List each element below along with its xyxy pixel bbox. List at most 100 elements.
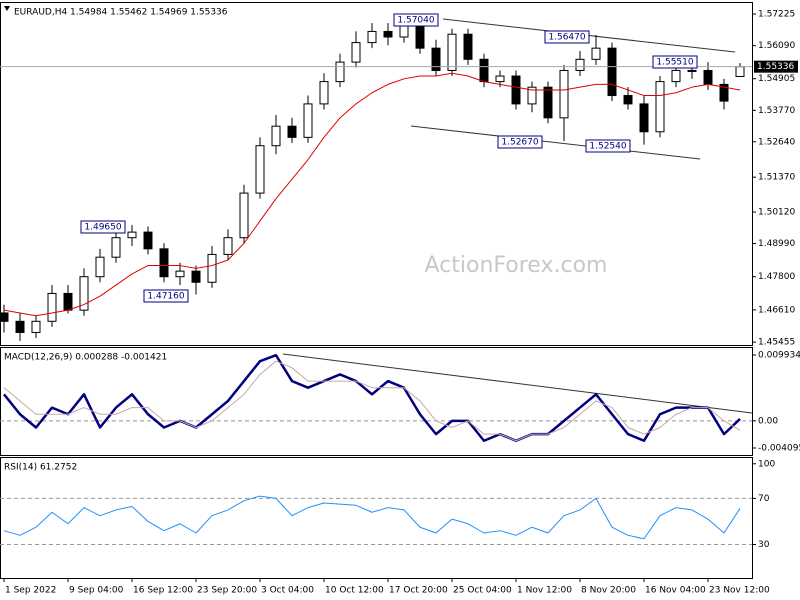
annotation: 1.47160 xyxy=(147,292,184,302)
y-tick-label: 1.45455 xyxy=(758,338,795,348)
candle-body xyxy=(31,320,41,333)
y-tick-label: -0.004095 xyxy=(758,444,800,454)
candle-body xyxy=(175,270,185,278)
x-tick-label: 17 Oct 20:00 xyxy=(389,586,448,596)
candle-body xyxy=(159,248,169,278)
candle-body xyxy=(399,25,409,38)
y-tick-label: 1.50120 xyxy=(758,208,795,218)
annotation-box xyxy=(652,55,698,69)
series-line xyxy=(3,72,741,317)
candle-body xyxy=(511,75,521,105)
candle-body xyxy=(287,125,297,138)
candle-body xyxy=(639,103,649,133)
annotation: 1.49650 xyxy=(84,223,121,233)
y-tick-label: 0.009934 xyxy=(758,351,800,361)
annotation: 1.57040 xyxy=(397,16,434,26)
x-tick-label: 10 Oct 12:00 xyxy=(325,586,384,596)
y-tick-label: 1.54905 xyxy=(758,74,795,84)
candle-body xyxy=(351,42,361,63)
x-tick-label: 1 Nov 12:00 xyxy=(517,586,572,596)
candle-body xyxy=(143,231,153,250)
candle-body xyxy=(303,103,313,138)
annotation-box xyxy=(393,13,439,27)
candle-body xyxy=(79,276,89,311)
annotation-box xyxy=(143,289,189,303)
y-tick-label: 30 xyxy=(758,540,770,550)
candle-body xyxy=(447,33,457,71)
candle-body xyxy=(47,292,57,322)
y-tick-label: 0.00 xyxy=(758,416,778,426)
y-tick-label: 1.52640 xyxy=(758,137,795,147)
candle-body xyxy=(559,69,569,119)
candle-body xyxy=(655,81,665,133)
candle-body xyxy=(591,47,601,60)
annotation-box xyxy=(585,139,631,153)
candle-body xyxy=(527,86,537,105)
y-tick-label: 100 xyxy=(758,459,775,469)
candle-body xyxy=(367,30,377,44)
collapse-icon xyxy=(4,6,10,11)
trend-line xyxy=(410,125,701,160)
trend-line xyxy=(282,353,753,414)
y-tick-label: 1.56090 xyxy=(758,41,795,51)
y-tick-label: 70 xyxy=(758,494,770,504)
annotation-box xyxy=(497,135,543,149)
x-tick-label: 8 Nov 20:00 xyxy=(581,586,636,596)
candle-body xyxy=(207,253,217,283)
candle-body xyxy=(111,237,121,258)
candle-body xyxy=(271,125,281,147)
y-tick-label: 1.53770 xyxy=(758,106,795,116)
series-line xyxy=(3,360,741,442)
y-tick-label: 1.46610 xyxy=(758,305,795,315)
x-tick-label: 23 Nov 12:00 xyxy=(709,586,770,596)
panel-frame xyxy=(0,2,753,346)
candle-body xyxy=(735,66,745,77)
candle-body xyxy=(543,86,553,119)
candle-body xyxy=(431,47,441,71)
candle-body xyxy=(719,83,729,102)
candle-body xyxy=(223,237,233,255)
candle-body xyxy=(479,58,489,83)
annotation-box xyxy=(544,30,590,44)
candle-body xyxy=(95,256,105,278)
candle-body xyxy=(383,30,393,38)
candle-body xyxy=(319,81,329,105)
candle-body xyxy=(335,61,345,83)
candle-body xyxy=(239,192,249,239)
annotation: 1.52670 xyxy=(501,138,538,148)
x-tick-label: 16 Nov 04:00 xyxy=(645,586,706,596)
candle-body xyxy=(127,231,137,239)
price-box xyxy=(754,60,798,73)
candle-body xyxy=(607,47,617,97)
series-line xyxy=(3,495,741,540)
candle-body xyxy=(575,58,585,71)
candle-body xyxy=(191,270,201,283)
y-tick-label: 1.47800 xyxy=(758,272,795,282)
price-label: 1.55336 xyxy=(757,62,794,72)
panel-title: EURAUD,H4 1.54984 1.55462 1.54969 1.5533… xyxy=(14,8,228,18)
candle-body xyxy=(495,75,505,83)
x-tick-label: 1 Sep 2022 xyxy=(5,586,56,596)
x-tick-label: 16 Sep 12:00 xyxy=(133,586,193,596)
candle-body xyxy=(671,69,681,83)
y-tick-label: 1.48990 xyxy=(758,239,795,249)
x-tick-label: 9 Sep 04:00 xyxy=(69,586,124,596)
candle-body xyxy=(463,33,473,60)
y-tick-label: 1.57225 xyxy=(758,10,795,20)
candle-body xyxy=(415,25,425,49)
candle-body xyxy=(703,69,713,85)
annotation: 1.55510 xyxy=(656,58,693,68)
candle-body xyxy=(623,95,633,105)
panel-title: MACD(12,26,9) 0.000288 -0.001421 xyxy=(4,353,167,363)
annotation: 1.52540 xyxy=(589,142,626,152)
y-tick-label: 1.51370 xyxy=(758,173,795,183)
panel-title: RSI(14) 61.2752 xyxy=(4,463,77,473)
candle-body xyxy=(255,145,265,194)
panel-frame xyxy=(0,347,753,456)
x-tick-label: 23 Sep 20:00 xyxy=(197,586,257,596)
candle-body xyxy=(687,69,697,72)
candle-body xyxy=(63,292,73,311)
candle-body xyxy=(15,320,25,333)
